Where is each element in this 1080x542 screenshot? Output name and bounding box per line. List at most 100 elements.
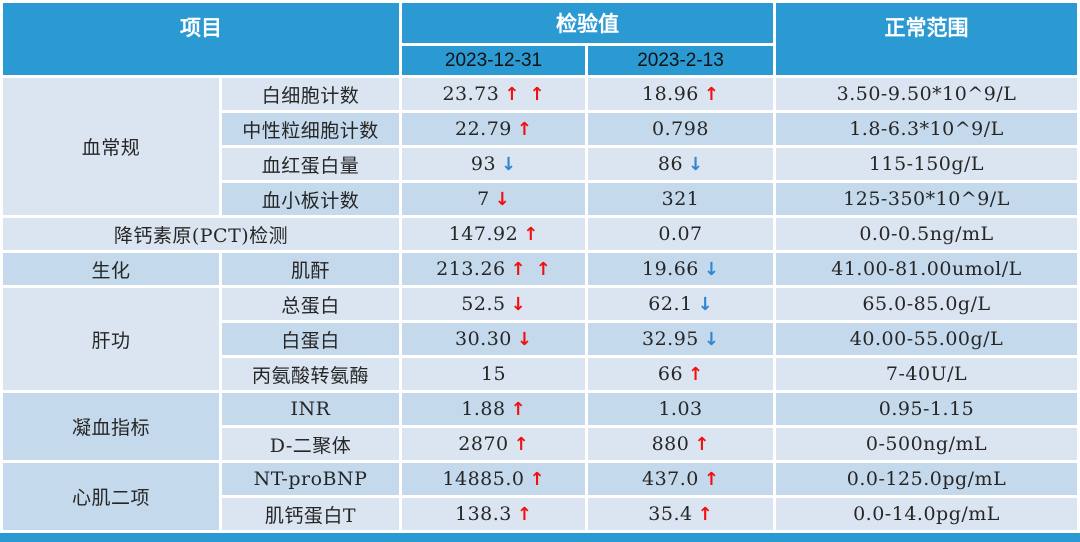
value-text: 18.96 [642, 83, 699, 105]
value-text: 14885.0 [442, 468, 525, 490]
up-arrow-icon: ↑ [703, 84, 719, 105]
value-cell-date-2: 66 ↑ [588, 358, 773, 390]
value-cell-date-1: 147.92 ↑ [402, 218, 585, 250]
normal-range-cell: 3.50-9.50*10^9/L [776, 78, 1077, 110]
value-text: 66 [657, 363, 684, 385]
up-arrow-icon: ↑ [535, 259, 551, 280]
category-cell: 血常规 [3, 78, 219, 215]
up-arrow-icon: ↑ [697, 504, 713, 525]
normal-range-cell: 40.00-55.00g/L [776, 323, 1077, 355]
value-text: 32.95 [642, 328, 699, 350]
up-arrow-icon: ↑ [510, 399, 526, 420]
up-arrow-icon: ↑ [504, 84, 520, 105]
down-arrow-icon: ↓ [501, 154, 517, 175]
value-text: 22.79 [455, 118, 512, 140]
date-subheader-row: 2023-12-31 2023-2-13 [3, 46, 1077, 75]
normal-range-cell: 0-500ng/mL [776, 428, 1077, 460]
value-cell-date-2: 35.4 ↑ [588, 498, 773, 530]
table-body: 血常规 白细胞计数 23.73 ↑ ↑ 18.96 ↑ 3.50-9.50*10^9/L 中性粒… [3, 78, 1077, 530]
value-cell-date-1: 138.3 ↑ [402, 498, 585, 530]
value-cell-date-2: 1.03 [588, 393, 773, 425]
item-cell: 降钙素原(PCT)检测 [3, 218, 399, 250]
normal-range-cell: 125-350*10^9/L [776, 183, 1077, 215]
value-text: 880 [651, 433, 690, 455]
value-text: 30.30 [455, 328, 512, 350]
value-text: 15 [480, 363, 507, 385]
value-cell-date-2: 880 ↑ [588, 428, 773, 460]
value-cell-date-2: 18.96 ↑ [588, 78, 773, 110]
value-cell-date-2: 0.798 [588, 113, 773, 145]
up-arrow-icon: ↑ [523, 224, 539, 245]
normal-range-cell: 0.0-14.0pg/mL [776, 498, 1077, 530]
value-cell-date-1: 30.30 ↓ [402, 323, 585, 355]
value-cell-date-2: 32.95 ↓ [588, 323, 773, 355]
bottom-accent-bar [0, 533, 1080, 542]
value-cell-date-1: 1.88 ↑ [402, 393, 585, 425]
value-cell-date-1: 52.5 ↓ [402, 288, 585, 320]
value-text: 437.0 [642, 468, 699, 490]
table-row: 肝功 总蛋白 52.5 ↓ 62.1 ↓ 65.0-85.0g/L [3, 288, 1077, 390]
category-cell: 凝血指标 [3, 393, 219, 460]
item-cell: 白蛋白 [222, 323, 399, 355]
table-row: 中性粒细胞计数 22.79 ↑ 0.798 1.8-6.3*10^9/L [3, 113, 1077, 145]
value-text: 2870 [458, 433, 509, 455]
normal-range-cell: 115-150g/L [776, 148, 1077, 180]
value-text: 7 [477, 188, 490, 210]
value-text: 23.73 [442, 83, 500, 105]
table-row: 降钙素原(PCT)检测 147.92 ↑ 0.07 0.0-0.5ng/mL [3, 218, 1077, 250]
up-arrow-icon: ↑ [516, 119, 532, 140]
value-cell-date-1: 213.26 ↑ ↑ [402, 253, 585, 285]
item-cell: 肌酐 [222, 253, 399, 285]
value-cell-date-1: 23.73 ↑ ↑ [402, 78, 585, 110]
header-row: 项目 检验值 正常范围 [3, 3, 1077, 75]
header-normal-range: 正常范围 [776, 3, 1077, 75]
item-cell: 肌钙蛋白T [222, 498, 399, 530]
value-text: 1.88 [461, 398, 506, 420]
item-cell: 血小板计数 [222, 183, 399, 215]
date-column-2: 2023-2-13 [588, 46, 773, 75]
normal-range-cell: 41.00-81.00umol/L [776, 253, 1077, 285]
category-cell: 肝功 [3, 288, 219, 390]
value-cell-date-2: 19.66 ↓ [588, 253, 773, 285]
value-cell-date-1: 7 ↓ [402, 183, 585, 215]
up-arrow-icon: ↑ [513, 434, 529, 455]
value-cell-date-2: 0.07 [588, 218, 773, 250]
value-cell-date-1: 14885.0 ↑ [402, 463, 585, 495]
table-row: 凝血指标 INR 1.88 ↑ 1.03 0.95-1.15 [3, 393, 1077, 460]
category-cell: 生化 [3, 253, 219, 285]
item-cell: D-二聚体 [222, 428, 399, 460]
up-arrow-icon: ↑ [694, 434, 710, 455]
item-cell: 丙氨酸转氨酶 [222, 358, 399, 390]
value-cell-date-1: 93 ↓ [402, 148, 585, 180]
up-arrow-icon: ↑ [516, 504, 532, 525]
value-text: 147.92 [448, 223, 519, 245]
value-cell-date-2: 62.1 ↓ [588, 288, 773, 320]
normal-range-cell: 65.0-85.0g/L [776, 288, 1077, 320]
value-text: 1.03 [658, 398, 703, 420]
up-arrow-icon: ↑ [510, 259, 526, 280]
normal-range-cell: 0.0-0.5ng/mL [776, 218, 1077, 250]
down-arrow-icon: ↓ [703, 329, 719, 350]
item-cell: 血红蛋白量 [222, 148, 399, 180]
value-text: 138.3 [455, 503, 512, 525]
down-arrow-icon: ↓ [516, 329, 532, 350]
table-row: 血常规 白细胞计数 23.73 ↑ ↑ 18.96 ↑ 3.50-9.50*10^9/L [3, 78, 1077, 215]
table-row: 血红蛋白量 93 ↓ 86 ↓ 115-150g/L [3, 148, 1077, 180]
header-item-column: 项目 [3, 3, 399, 75]
value-text: 86 [657, 153, 684, 175]
item-cell: 总蛋白 [222, 288, 399, 320]
item-cell: 中性粒细胞计数 [222, 113, 399, 145]
up-arrow-icon: ↑ [703, 469, 719, 490]
normal-range-cell: 1.8-6.3*10^9/L [776, 113, 1077, 145]
value-cell-date-1: 2870 ↑ [402, 428, 585, 460]
table-row: 肌钙蛋白T 138.3 ↑ 35.4 ↑ 0.0-14.0pg/mL [3, 498, 1077, 530]
value-text: 0.798 [652, 118, 709, 140]
value-cell-date-2: 321 [588, 183, 773, 215]
value-cell-date-1: 15 [402, 358, 585, 390]
category-cell: 心肌二项 [3, 463, 219, 530]
value-text: 52.5 [461, 293, 506, 315]
header-test-values: 检验值 [402, 3, 773, 43]
table-row: D-二聚体 2870 ↑ 880 ↑ 0-500ng/mL [3, 428, 1077, 460]
down-arrow-icon: ↓ [697, 294, 713, 315]
